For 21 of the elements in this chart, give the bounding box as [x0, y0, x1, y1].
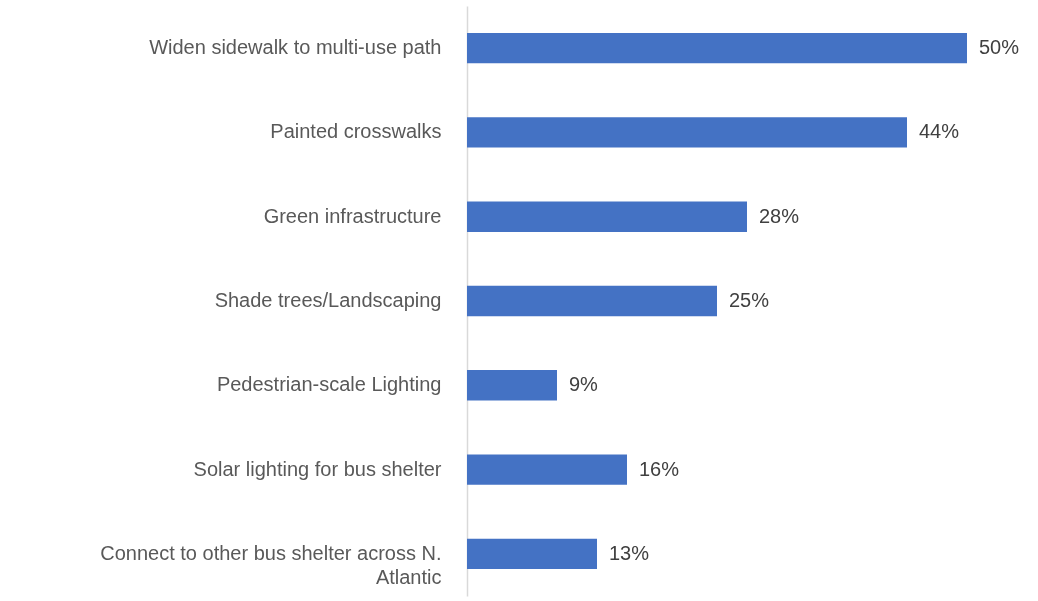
bar — [467, 117, 907, 148]
data-label: 13% — [609, 541, 650, 564]
data-label: 28% — [759, 204, 800, 227]
y-tick-label: Pedestrian-scale Lighting — [216, 373, 442, 396]
data-label: 25% — [729, 289, 770, 311]
bar — [467, 538, 597, 570]
data-label: 44% — [919, 120, 960, 143]
bar — [467, 454, 627, 485]
y-tick-label: Painted crosswalks — [270, 120, 442, 143]
bar — [467, 370, 557, 401]
data-label: 50% — [979, 36, 1020, 59]
y-tick-label: Solar lighting for bus shelter — [193, 457, 442, 480]
bar — [467, 285, 717, 317]
bar — [467, 32, 967, 64]
y-tick-label: Widen sidewalk to multi-use path — [149, 36, 442, 59]
bar — [467, 201, 747, 232]
data-label: 9% — [569, 373, 599, 396]
y-tick-label: Green infrastructure — [263, 204, 442, 227]
y-tick-label: Connect to other bus shelter across N. Atlantic — [100, 541, 442, 588]
y-tick-label: Shade trees/Landscaping — [214, 289, 442, 311]
data-label: 16% — [639, 457, 680, 480]
